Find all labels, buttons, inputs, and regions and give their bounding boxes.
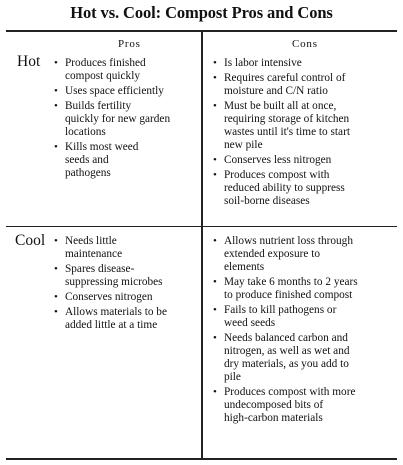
list-item: May take 6 months to 2 years to produce … [209, 276, 399, 302]
hot-cons-list: Is labor intensive Requires careful cont… [209, 57, 399, 210]
list-item: Conserves less nitrogen [209, 154, 399, 167]
list-item: Needs little maintenance [50, 235, 198, 261]
hot-pros-list: Produces finished compost quickly Uses s… [50, 57, 198, 182]
list-item: Produces compost with more undecomposed … [209, 386, 399, 425]
list-item: Allows materials to be added little at a… [50, 306, 198, 332]
list-item: Requires careful control of moisture and… [209, 72, 399, 98]
list-item: Uses space efficiently [50, 85, 198, 98]
list-item: Is labor intensive [209, 57, 399, 70]
cool-cons-list: Allows nutrient loss through extended ex… [209, 235, 399, 427]
list-item: Conserves nitrogen [50, 291, 198, 304]
column-header-cons: Cons [292, 38, 318, 50]
column-divider [201, 31, 203, 459]
list-item: Fails to kill pathogens or weed seeds [209, 304, 399, 330]
bottom-rule [6, 458, 397, 460]
header-rule [6, 30, 397, 32]
list-item: Needs balanced carbon and nitrogen, as w… [209, 332, 399, 384]
list-item: Kills most weed seeds and pathogens [50, 141, 198, 180]
column-header-pros: Pros [118, 38, 141, 50]
row-label-cool: Cool [15, 232, 46, 249]
list-item: Produces compost with reduced ability to… [209, 169, 399, 208]
list-item: Must be built all at once, requiring sto… [209, 100, 399, 152]
cool-pros-list: Needs little maintenance Spares disease-… [50, 235, 198, 334]
list-item: Allows nutrient loss through extended ex… [209, 235, 399, 274]
list-item: Produces finished compost quickly [50, 57, 198, 83]
row-divider [6, 226, 397, 227]
table-title: Hot vs. Cool: Compost Pros and Cons [70, 3, 333, 22]
list-item: Spares disease- suppressing microbes [50, 263, 198, 289]
row-label-hot: Hot [17, 53, 41, 70]
list-item: Builds fertility quickly for new garden … [50, 100, 198, 139]
